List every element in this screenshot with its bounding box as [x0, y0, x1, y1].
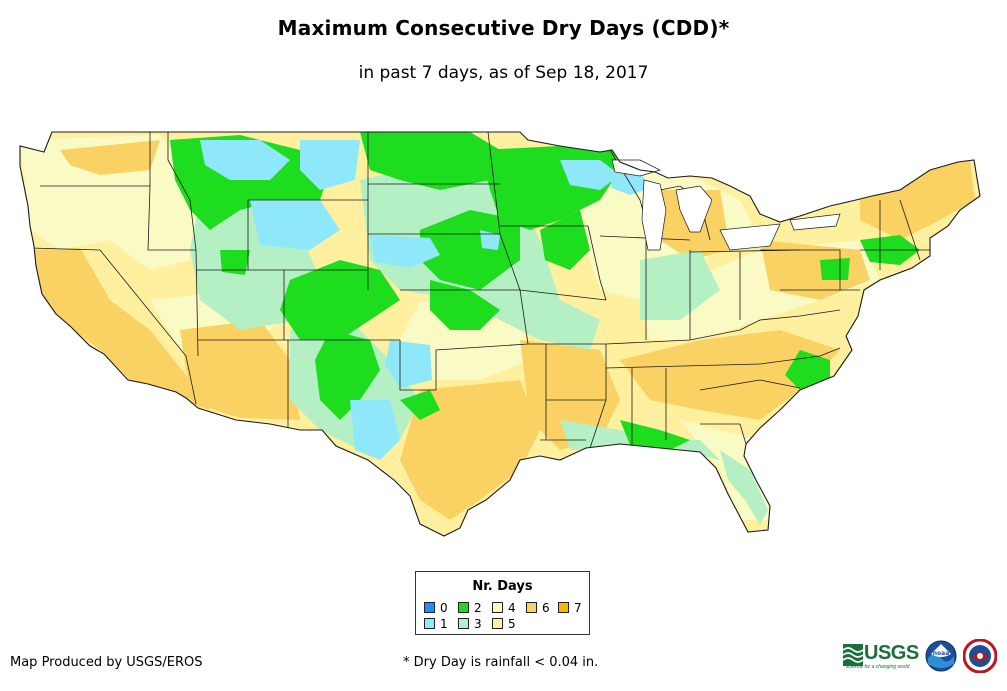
- legend-item-4: 4: [492, 602, 516, 615]
- legend-label-5: 5: [508, 617, 516, 631]
- legend-title: Nr. Days: [472, 579, 533, 594]
- legend-item-7: 7: [558, 602, 582, 615]
- usgs-tagline: science for a changing world: [846, 664, 910, 670]
- us-outline: [19, 131, 981, 537]
- legend: Nr. Days 0 1 2 3 4 5 6 7: [415, 571, 590, 635]
- legend-item-0: 0: [424, 602, 448, 615]
- legend-swatch-1: [424, 618, 435, 629]
- legend-swatch-0: [424, 602, 435, 613]
- great-lakes: [611, 159, 841, 251]
- legend-swatch-2: [458, 602, 469, 613]
- legend-swatch-4: [492, 602, 503, 613]
- legend-item-1: 1: [424, 618, 448, 631]
- noaa-wordmark: noaa: [933, 650, 950, 657]
- legend-label-3: 3: [474, 617, 482, 631]
- legend-swatch-5: [492, 618, 503, 629]
- legend-item-3: 3: [458, 618, 482, 631]
- legend-swatch-7: [558, 602, 569, 613]
- map-subtitle: in past 7 days, as of Sep 18, 2017: [358, 63, 649, 83]
- legend-label-4: 4: [508, 601, 516, 615]
- usgs-logo: USGS science for a changing world: [843, 642, 919, 670]
- legend-label-1: 1: [440, 617, 448, 631]
- usgs-wordmark: USGS: [864, 642, 919, 664]
- legend-swatch-6: [526, 602, 537, 613]
- map-credit: Map Produced by USGS/EROS: [10, 655, 203, 670]
- legend-swatch-3: [458, 618, 469, 629]
- noaa-logo-icon: noaa: [925, 640, 957, 672]
- cdd-6-days-region: [28, 140, 975, 520]
- nws-logo-icon: [963, 639, 997, 673]
- legend-label-2: 2: [474, 601, 482, 615]
- legend-label-7: 7: [574, 601, 582, 615]
- cdd-2-days-region: [170, 132, 920, 450]
- legend-label-6: 6: [542, 601, 550, 615]
- usgs-wave-icon: [843, 644, 863, 666]
- dry-day-footnote: * Dry Day is rainfall < 0.04 in.: [403, 655, 599, 670]
- legend-label-0: 0: [440, 601, 448, 615]
- cdd-1-day-region: [200, 140, 650, 460]
- legend-item-2: 2: [458, 602, 482, 615]
- map-title: Maximum Consecutive Dry Days (CDD)*: [277, 16, 730, 40]
- legend-item-6: 6: [526, 602, 550, 615]
- legend-item-5: 5: [492, 618, 516, 631]
